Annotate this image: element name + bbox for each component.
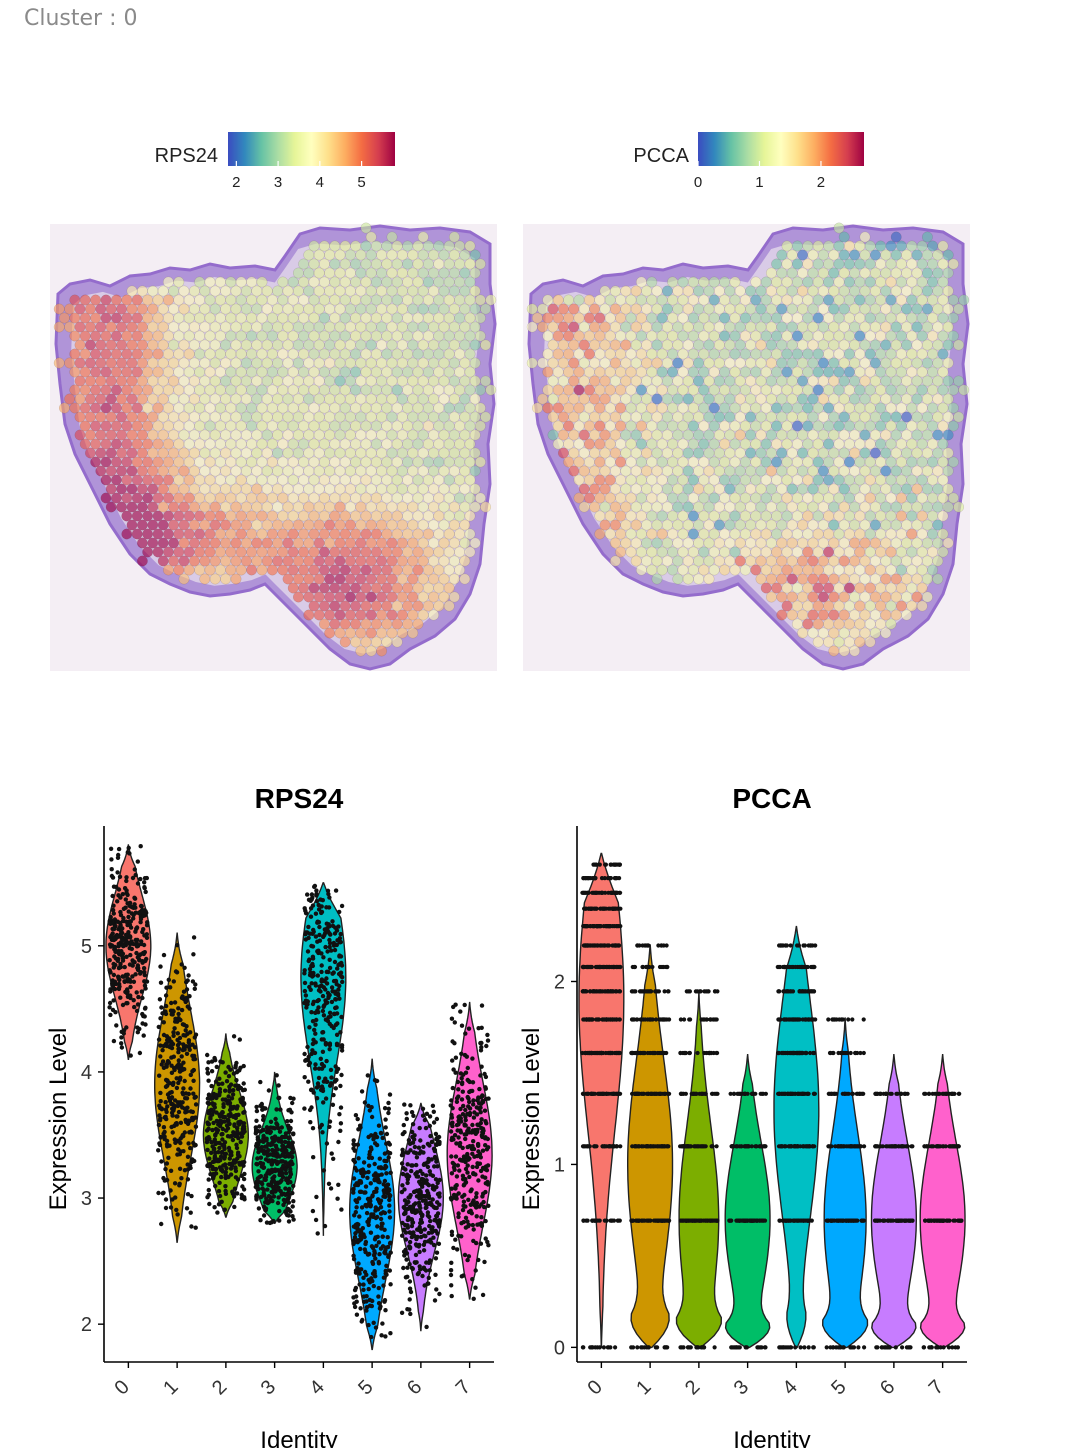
- x-tick-label: 7: [925, 1376, 948, 1399]
- legend-title: RPS24: [155, 145, 218, 167]
- violin-points-0: [580, 862, 623, 1350]
- y-tick-label: 4: [81, 1062, 92, 1084]
- violin-points-6: [873, 1091, 915, 1350]
- x-tick-label: 6: [403, 1376, 426, 1399]
- violin-4: [773, 925, 820, 1349]
- x-tick-label: 6: [876, 1376, 899, 1399]
- spatial-plot-rps24: [50, 222, 497, 671]
- violin-6: [870, 1054, 917, 1349]
- violin-points-1: [156, 935, 199, 1230]
- colorbar-legend-pcca: PCCA 0 1 2: [633, 132, 864, 191]
- violin-3: [724, 1054, 771, 1349]
- x-tick-label: 4: [305, 1376, 328, 1399]
- y-tick-label: 0: [554, 1337, 565, 1359]
- x-tick-label: 5: [827, 1376, 850, 1399]
- x-tick-label: 5: [354, 1376, 377, 1399]
- violin-points-4: [775, 943, 818, 1350]
- y-tick-label: 3: [81, 1188, 92, 1210]
- colorbar-legend-rps24: RPS24 2 3 4 5: [155, 132, 395, 191]
- expression-spots: [526, 222, 970, 657]
- violin-0: [578, 852, 625, 1349]
- violin-points-4: [302, 883, 345, 1236]
- cluster-label: Cluster : 0: [24, 6, 138, 31]
- legend-tick-label: 4: [316, 174, 324, 191]
- x-tick-label: 3: [257, 1376, 280, 1399]
- x-tick-label: 1: [159, 1376, 182, 1399]
- violin-7: [919, 1054, 966, 1349]
- legend-tick-label: 3: [274, 174, 282, 191]
- legend-tick-label: 2: [232, 174, 240, 191]
- x-tick-label: 2: [681, 1376, 704, 1399]
- violin-plot-rps24: RPS24 2 3 4 5 Expression Level Identity 0 1 2 3 4 5 6…: [45, 783, 494, 1448]
- x-axis-label: Identity: [260, 1427, 337, 1448]
- legend-tick-label: 5: [357, 174, 365, 191]
- x-tick-label: 2: [208, 1376, 231, 1399]
- x-tick-label: 3: [730, 1376, 753, 1399]
- y-tick-label: 5: [81, 936, 92, 958]
- chart-title: RPS24: [255, 783, 344, 814]
- y-tick-label: 2: [81, 1314, 92, 1336]
- chart-title: PCCA: [732, 783, 811, 814]
- violin-2: [675, 990, 723, 1349]
- violin-5: [821, 1017, 869, 1349]
- spatial-plot-pcca: [523, 222, 970, 671]
- legend-colorbar: [228, 132, 395, 166]
- x-tick-label: 0: [110, 1376, 133, 1399]
- violin-points-6: [399, 1102, 442, 1330]
- violin-points-2: [678, 989, 720, 1350]
- x-tick-label: 4: [778, 1376, 801, 1399]
- x-axis-label: Identity: [733, 1427, 810, 1448]
- x-tick-label: 1: [632, 1376, 655, 1399]
- legend-tick-label: 1: [755, 174, 763, 191]
- y-axis-label: Expression Level: [518, 1028, 545, 1211]
- legend-tick-label: 0: [694, 174, 702, 191]
- legend-title: PCCA: [633, 145, 689, 167]
- violin-points-7: [921, 1091, 964, 1350]
- x-tick-label: 7: [452, 1376, 475, 1399]
- violin-points-3: [727, 1091, 769, 1350]
- violin-points-0: [107, 844, 150, 1058]
- legend-colorbar: [698, 132, 864, 166]
- y-tick-label: 2: [554, 971, 565, 993]
- x-tick-label: 0: [583, 1376, 606, 1399]
- violin-plot-pcca: PCCA 0 1 2 Expression Level Identity 0 1 2 3 4 5 6 7: [518, 783, 967, 1448]
- violin-points-5: [824, 1017, 867, 1350]
- violin-points-1: [629, 943, 672, 1350]
- violin-points-7: [448, 1002, 491, 1302]
- y-tick-label: 1: [554, 1154, 565, 1176]
- violin-points-3: [253, 1073, 296, 1226]
- violin-points-5: [351, 1073, 393, 1340]
- y-axis-label: Expression Level: [45, 1028, 72, 1211]
- expression-spots: [53, 222, 497, 657]
- violin-points-2: [204, 1034, 247, 1215]
- legend-tick-label: 2: [817, 174, 825, 191]
